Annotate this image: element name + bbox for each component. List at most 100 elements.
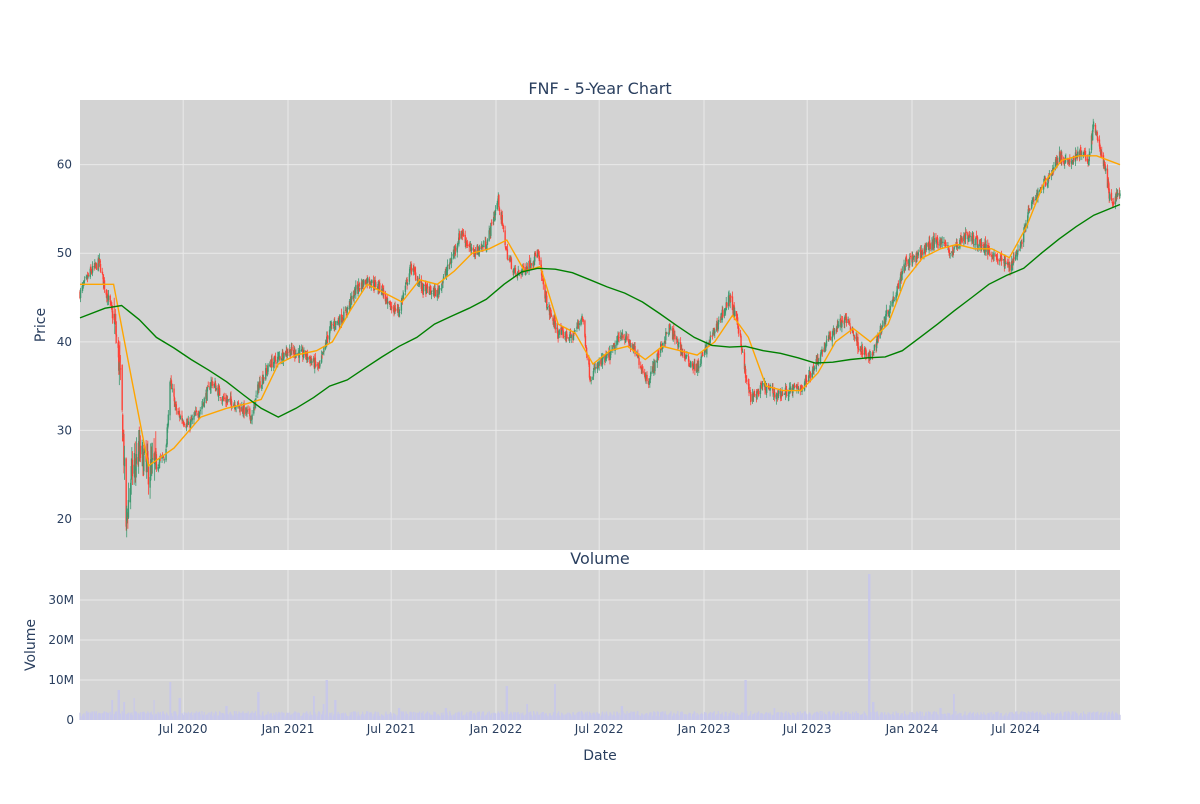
volume-bar — [1013, 713, 1015, 720]
volume-bar — [578, 711, 580, 720]
price-candle-body — [929, 243, 931, 250]
price-candle-body — [206, 386, 209, 389]
price-candle-body — [741, 350, 743, 353]
volume-bar — [877, 716, 879, 720]
price-candle-body — [1057, 161, 1059, 163]
price-candle-body — [553, 318, 556, 322]
price-candle-body — [157, 467, 160, 469]
volume-bar — [326, 680, 328, 720]
price-candle-body — [398, 311, 401, 313]
price-candle-body — [879, 329, 881, 339]
price-candle-body — [450, 257, 453, 263]
price-candle-body — [175, 404, 178, 411]
price-candle-body — [780, 395, 783, 398]
price-candle-body — [1054, 159, 1057, 167]
price-candle-body — [1020, 240, 1023, 242]
price-candle-body — [1034, 199, 1037, 201]
price-candle-body — [406, 279, 408, 285]
price-candle-body — [1038, 189, 1041, 192]
price-candle-body — [761, 383, 764, 387]
volume-bar — [498, 713, 501, 720]
price-candle-body — [614, 344, 616, 351]
price-candle-body — [221, 399, 223, 401]
price-candle-body — [919, 249, 922, 259]
volume-bar — [823, 712, 825, 720]
price-candle-body — [464, 234, 466, 244]
price-candle-body — [1106, 168, 1109, 188]
price-candle-body — [665, 332, 668, 334]
price-candle-body — [785, 389, 788, 396]
price-candle-body — [125, 458, 127, 527]
price-candle-body — [277, 355, 280, 358]
volume-bar — [670, 711, 672, 720]
volume-bar — [815, 711, 817, 720]
volume-bar — [1045, 714, 1047, 720]
price-candle-body — [997, 259, 999, 261]
volume-bar — [758, 711, 760, 720]
price-candle-body — [255, 395, 257, 397]
price-candle-body — [1084, 151, 1086, 155]
price-candle-body — [817, 357, 819, 364]
volume-bar — [634, 715, 636, 720]
price-candle-body — [717, 321, 719, 330]
price-candle-body — [364, 279, 367, 284]
price-candle-body — [191, 418, 193, 421]
price-candle-body — [632, 344, 635, 351]
price-candle-body — [686, 355, 688, 357]
volume-bar — [1101, 712, 1103, 720]
price-candle-body — [532, 262, 535, 263]
price-candle-body — [159, 459, 161, 463]
price-candle-body — [620, 337, 623, 339]
price-candle-body — [1020, 242, 1022, 246]
price-candle-body — [1075, 154, 1078, 156]
volume-bar — [626, 711, 628, 720]
volume-bar — [1061, 716, 1063, 720]
volume-bar — [118, 690, 120, 720]
price-candle-body — [118, 362, 121, 372]
price-candle-body — [698, 365, 700, 369]
price-candle-body — [829, 333, 831, 336]
price-candle-body — [207, 385, 209, 387]
price-candle-body — [928, 240, 931, 245]
price-candle-body — [885, 310, 888, 317]
volume-bar — [841, 714, 844, 720]
volume-bar — [610, 714, 612, 720]
price-candle-body — [844, 317, 847, 319]
price-candle-body — [685, 357, 688, 358]
price-candle-body — [181, 415, 183, 421]
price-candle-body — [480, 246, 482, 250]
price-candle-body — [777, 390, 780, 394]
price-candle-body — [149, 477, 151, 488]
price-candle-body — [426, 283, 428, 287]
volume-bar — [606, 714, 608, 720]
price-candle-body — [278, 355, 280, 357]
volume-bar — [522, 715, 524, 720]
price-candle-body — [490, 222, 492, 236]
price-candle-body — [163, 457, 165, 458]
volume-bar — [622, 711, 624, 720]
volume-bar — [837, 714, 840, 720]
price-candle-body — [1019, 245, 1021, 249]
volume-bar — [718, 713, 720, 720]
volume-bar — [275, 712, 277, 720]
price-candle-body — [565, 331, 568, 338]
volume-bar — [1119, 714, 1121, 720]
price-candle-body — [723, 309, 726, 317]
volume-y-axis-label: Volume — [23, 619, 39, 671]
price-candle-body — [683, 350, 686, 359]
price-candle-body — [349, 296, 352, 308]
price-candle-body — [909, 256, 911, 258]
price-candle-body — [805, 379, 808, 382]
volume-x-tick: Jul 2021 — [366, 722, 416, 736]
volume-bar — [1077, 715, 1079, 720]
volume-bar — [339, 713, 341, 720]
volume-bar — [259, 714, 261, 720]
volume-x-tick: Jan 2024 — [885, 722, 939, 736]
price-candle-body — [178, 412, 180, 415]
price-candle-body — [388, 301, 391, 304]
volume-bar — [985, 714, 987, 720]
volume-bar — [331, 712, 333, 720]
volume-bar — [953, 694, 955, 720]
price-candle-body — [983, 246, 986, 254]
